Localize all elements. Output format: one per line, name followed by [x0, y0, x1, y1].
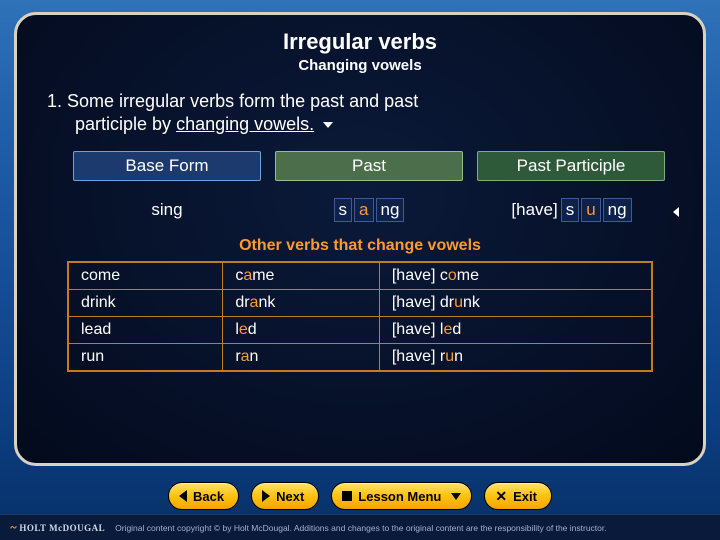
cell-past: ran [223, 344, 380, 371]
cell-base: run [69, 344, 223, 371]
exit-button[interactable]: ✕ Exit [484, 482, 552, 510]
col-header-past: Past [275, 151, 463, 181]
word-fragment: a [241, 348, 250, 365]
word-fragment: d [452, 321, 461, 338]
word-fragment: me [252, 267, 274, 284]
table-row: runran[have] run [69, 344, 652, 371]
word-fragment: ng [376, 198, 405, 222]
cell-base: lead [69, 317, 223, 344]
word-fragment: d [248, 321, 257, 338]
slide-stage: Irregular verbs Changing vowels 1. Some … [0, 0, 720, 540]
rule-line1: Some irregular verbs form the past and p… [67, 91, 418, 111]
cell-past: came [223, 263, 380, 290]
pp-prefix: [have] [392, 267, 440, 284]
word-fragment: a [354, 198, 373, 222]
other-verbs-tbody: comecame[have] comedrinkdrank[have] drun… [69, 263, 652, 371]
back-button[interactable]: Back [168, 482, 239, 510]
word-fragment: dr [235, 294, 249, 311]
pp-prefix: [have] [392, 294, 440, 311]
pp-prefix: [have] [509, 200, 559, 220]
brand-logo: ~HOLT McDOUGAL [10, 520, 105, 535]
rule-line2-underlined: changing vowels. [176, 114, 314, 134]
square-icon [342, 491, 352, 501]
cell-past: drank [223, 290, 380, 317]
lesson-menu-label: Lesson Menu [358, 489, 441, 504]
lesson-menu-button[interactable]: Lesson Menu [331, 482, 472, 510]
rule-line2-pre: participle by [75, 114, 176, 134]
slide-title: Irregular verbs [45, 29, 675, 55]
triangle-down-icon [451, 493, 461, 500]
cell-base: drink [69, 290, 223, 317]
rule-number: 1. [47, 91, 62, 111]
x-icon: ✕ [495, 488, 507, 505]
word-fragment: dr [440, 294, 454, 311]
cell-pp: [have] drunk [379, 290, 651, 317]
content-panel: Irregular verbs Changing vowels 1. Some … [14, 12, 706, 466]
word-fragment: n [250, 348, 259, 365]
word-fragment: u [454, 294, 463, 311]
pp-prefix: [have] [392, 348, 440, 365]
word-fragment: e [443, 321, 452, 338]
word-fragment: a [243, 267, 252, 284]
example-base: sing [73, 195, 261, 225]
slide-subtitle: Changing vowels [45, 57, 675, 74]
nav-button-row: Back Next Lesson Menu ✕ Exit [0, 478, 720, 514]
bottom-bar: Back Next Lesson Menu ✕ Exit ~HOLT McDOU… [0, 478, 720, 540]
triangle-right-icon [262, 490, 270, 502]
table-row: leadled[have] led [69, 317, 652, 344]
cell-base: come [69, 263, 223, 290]
caret-left-icon [673, 207, 679, 217]
example-pp: [have] sung [477, 195, 665, 225]
next-button[interactable]: Next [251, 482, 319, 510]
table-row: drinkdrank[have] drunk [69, 290, 652, 317]
footer-strip: ~HOLT McDOUGAL Original content copyrigh… [0, 514, 720, 540]
other-verbs-title: Other verbs that change vowels [45, 237, 675, 255]
col-header-pp: Past Participle [477, 151, 665, 181]
example-grid: Base Form Past Past Participle sing sang… [73, 151, 665, 225]
triangle-left-icon [179, 490, 187, 502]
exit-button-label: Exit [513, 489, 537, 504]
word-fragment: u [445, 348, 454, 365]
word-fragment: nk [258, 294, 275, 311]
caret-down-icon [323, 122, 333, 128]
rule-text: 1. Some irregular verbs form the past an… [47, 90, 675, 135]
word-fragment: me [457, 267, 479, 284]
word-fragment: nk [463, 294, 480, 311]
swoosh-icon: ~ [10, 520, 17, 534]
word-fragment: s [334, 198, 353, 222]
brand-text: HOLT McDOUGAL [19, 523, 105, 533]
copyright-text: Original content copyright © by Holt McD… [115, 523, 607, 533]
pp-prefix: [have] [392, 321, 440, 338]
word-fragment: c [440, 267, 448, 284]
col-header-base: Base Form [73, 151, 261, 181]
word-fragment: s [561, 198, 580, 222]
word-fragment: ng [603, 198, 632, 222]
word-fragment: u [581, 198, 600, 222]
cell-pp: [have] come [379, 263, 651, 290]
example-past: sang [275, 195, 463, 225]
table-row: comecame[have] come [69, 263, 652, 290]
cell-past: led [223, 317, 380, 344]
word-fragment: o [448, 267, 457, 284]
back-button-label: Back [193, 489, 224, 504]
word-fragment: e [239, 321, 248, 338]
other-verbs-table: comecame[have] comedrinkdrank[have] drun… [67, 261, 653, 372]
word-fragment: n [454, 348, 463, 365]
next-button-label: Next [276, 489, 304, 504]
cell-pp: [have] led [379, 317, 651, 344]
cell-pp: [have] run [379, 344, 651, 371]
